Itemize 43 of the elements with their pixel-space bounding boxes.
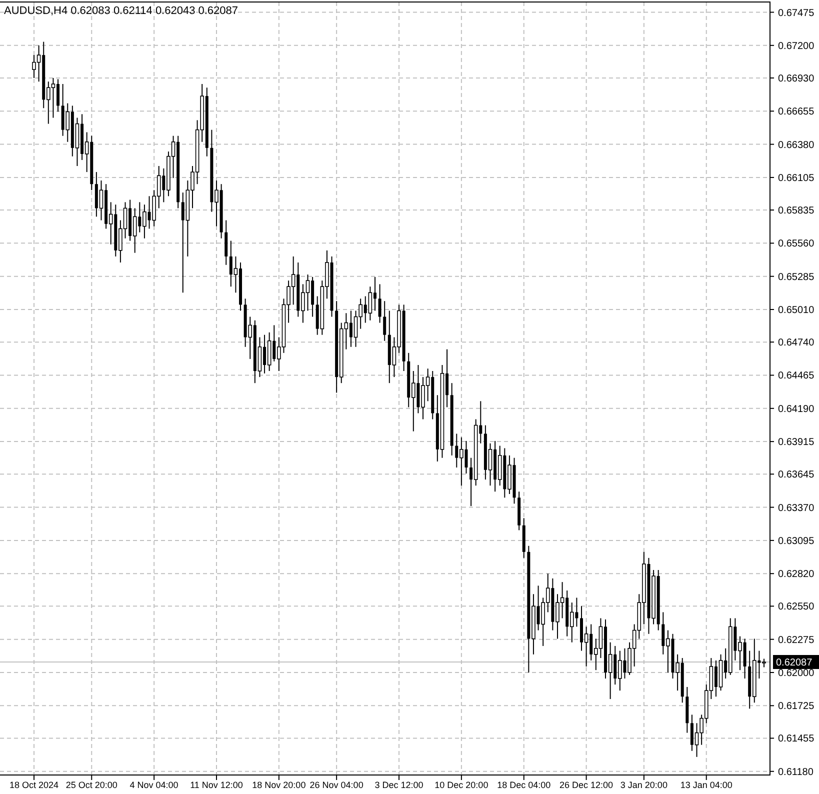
candlestick	[368, 286, 372, 321]
y-tick-label: 0.67475	[778, 8, 815, 19]
y-tick-label: 0.64740	[778, 338, 815, 349]
chart-title: AUDUSD,H4 0.62083 0.62114 0.62043 0.62087	[4, 5, 238, 17]
x-tick-label: 18 Oct 2024	[9, 780, 59, 790]
y-tick-label: 0.62550	[778, 602, 815, 613]
x-tick-label: 3 Dec 12:00	[374, 780, 424, 790]
x-tick-label: 3 Jan 20:00	[620, 780, 668, 790]
y-tick-label: 0.61455	[778, 734, 815, 745]
y-tick-label: 0.66930	[778, 73, 815, 84]
y-tick-label: 0.66380	[778, 140, 815, 151]
candlestick	[132, 208, 137, 254]
y-tick-label: 0.67200	[778, 40, 815, 52]
candlestick	[383, 300, 386, 342]
x-tick-label: 26 Nov 04:00	[310, 780, 364, 790]
x-tick-label: 10 Dec 20:00	[434, 780, 488, 790]
y-tick-label: 0.65010	[778, 305, 815, 316]
candlestick	[99, 180, 104, 221]
x-tick-label: 26 Dec 12:00	[560, 780, 614, 790]
y-tick-label: 0.63370	[778, 502, 815, 514]
x-tick-label: 4 Nov 04:00	[130, 780, 178, 790]
x-tick-label: 25 Oct 20:00	[66, 780, 118, 790]
y-tick-label: 0.63095	[778, 536, 815, 547]
ref-line-label: 0.62087	[776, 658, 813, 669]
y-tick-label: 0.62275	[778, 634, 815, 646]
x-tick-label: 11 Nov 12:00	[190, 780, 243, 790]
candlestick	[378, 284, 382, 324]
y-tick-label: 0.65560	[778, 238, 815, 250]
y-tick-label: 0.63645	[778, 470, 815, 481]
y-tick-label: 0.66655	[778, 106, 815, 118]
y-tick-label: 0.61180	[778, 766, 814, 778]
y-tick-label: 0.66105	[778, 172, 815, 184]
y-tick-label: 0.64190	[778, 404, 815, 415]
y-tick-label: 0.62000	[778, 668, 815, 679]
x-tick-label: 13 Jan 04:00	[680, 780, 732, 790]
y-tick-label: 0.62820	[778, 569, 815, 580]
x-tick-label: 18 Dec 04:00	[497, 780, 551, 790]
x-tick-label: 18 Nov 20:00	[252, 780, 306, 790]
y-tick-label: 0.65835	[778, 206, 815, 217]
y-tick-label: 0.64465	[778, 370, 815, 382]
y-tick-label: 0.63915	[778, 437, 815, 448]
y-tick-label: 0.65285	[778, 272, 815, 283]
y-tick-label: 0.61725	[778, 701, 815, 712]
